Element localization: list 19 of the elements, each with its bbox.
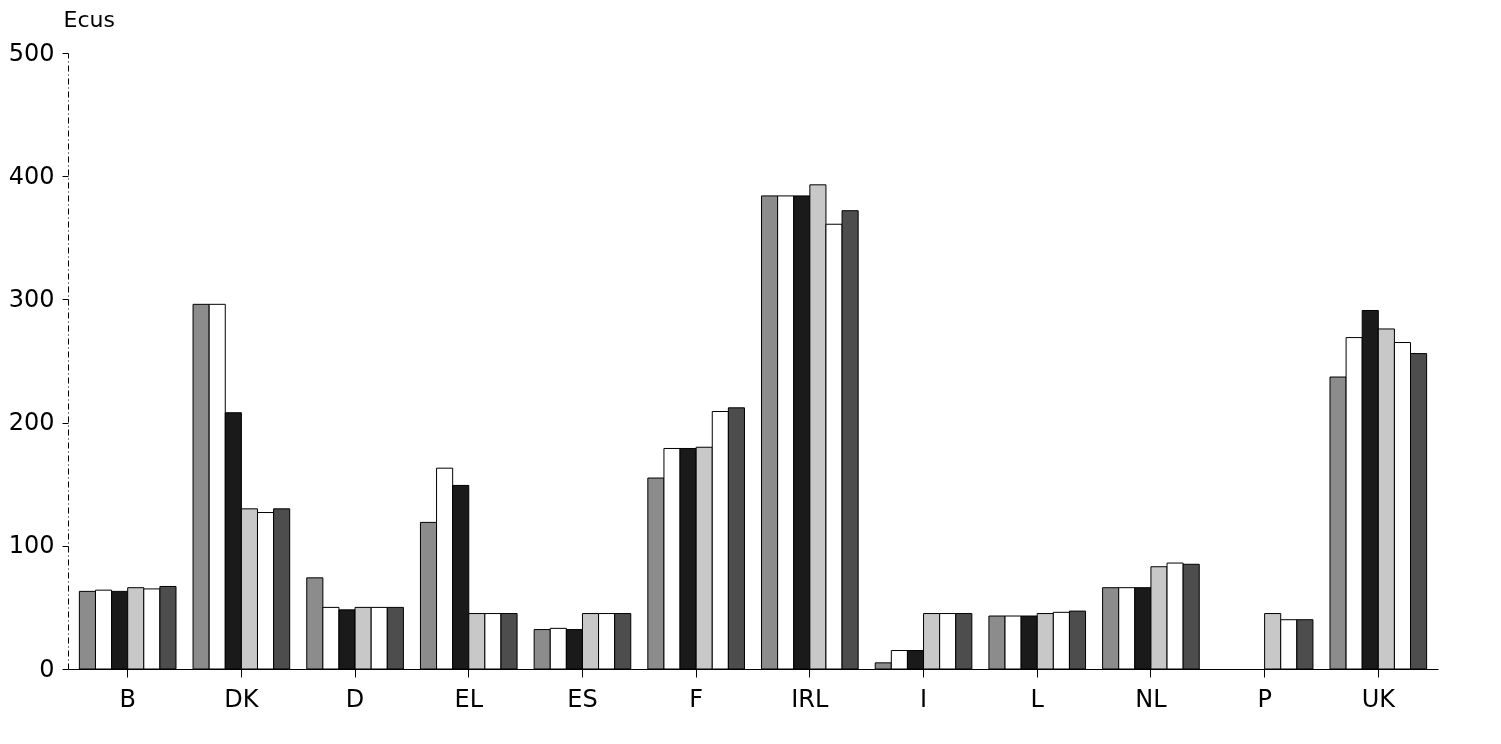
- x-tick-label: UK: [1361, 684, 1397, 713]
- x-tick-label: L: [1030, 684, 1045, 713]
- x-tick-label: F: [689, 684, 704, 713]
- x-tick-label: DK: [224, 684, 260, 713]
- y-tick-label: 100: [8, 531, 55, 560]
- x-tick-label: D: [345, 684, 365, 713]
- y-tick-label: 300: [8, 284, 55, 313]
- x-tick-label: B: [119, 684, 136, 713]
- y-tick-label: 200: [8, 408, 55, 437]
- y-axis-title: Ecus: [63, 6, 115, 32]
- y-tick-label: 400: [8, 161, 55, 190]
- x-tick-label: I: [920, 684, 928, 713]
- x-tick-label: IRL: [791, 684, 830, 713]
- y-tick-label: 500: [8, 38, 55, 67]
- y-tick-label: 0: [39, 654, 55, 683]
- x-tick-label: EL: [454, 684, 484, 713]
- x-tick-label: P: [1257, 684, 1272, 713]
- x-tick-label: NL: [1135, 684, 1168, 713]
- x-tick-label: ES: [567, 684, 598, 713]
